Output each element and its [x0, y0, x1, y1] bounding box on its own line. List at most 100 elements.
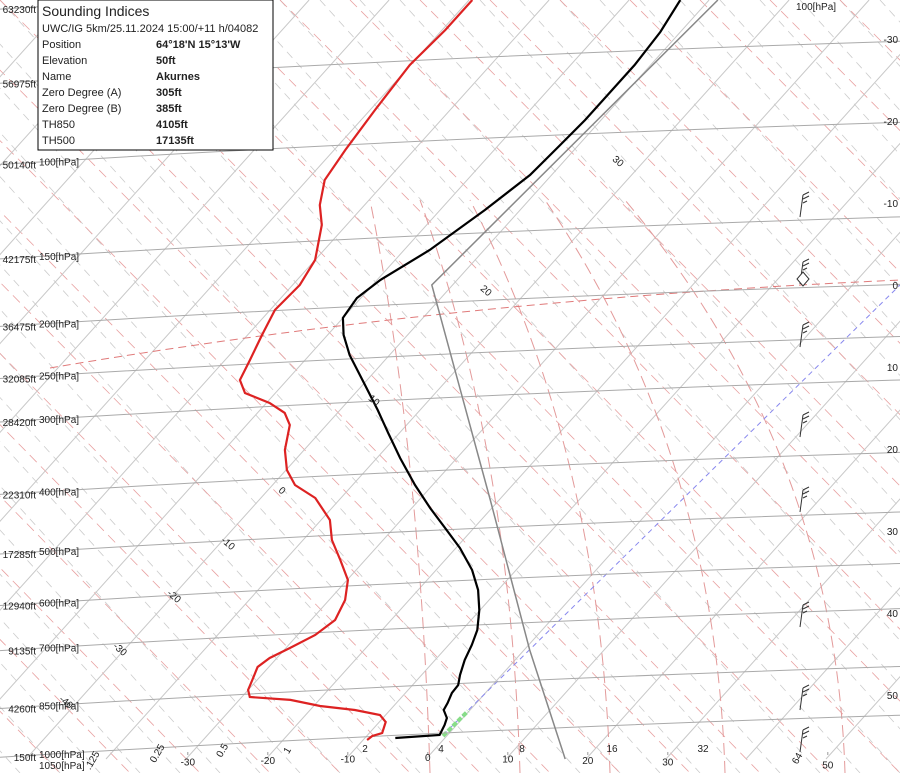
dry-adiabat	[0, 352, 411, 773]
info-value: 4105ft	[156, 119, 188, 131]
pressure-label: 850[hPa]	[39, 701, 79, 712]
dry-adiabat	[0, 567, 201, 773]
pressure-label: 150[hPa]	[39, 252, 79, 263]
altitude-label: 32085ft	[3, 374, 37, 385]
right-label: -10	[884, 199, 899, 210]
isotherm	[745, 587, 900, 760]
info-key: Name	[42, 71, 71, 83]
isobar	[0, 511, 900, 555]
isobar	[0, 714, 900, 758]
mixing-ratio-label: 1	[282, 745, 295, 756]
altitude-label: 17285ft	[3, 550, 37, 561]
isobar	[0, 283, 900, 327]
dashed-guide	[679, 0, 900, 244]
isotherm	[345, 142, 900, 760]
wind-barb	[799, 411, 810, 438]
altitude-label: 42175ft	[3, 255, 37, 266]
dashed-guide	[759, 0, 900, 156]
dry-adiabat	[209, 0, 900, 702]
info-key: TH850	[42, 119, 75, 131]
isotherm	[265, 53, 900, 760]
pressure-label: 100[hPa]	[796, 2, 836, 13]
pressure-label: 400[hPa]	[39, 487, 79, 498]
dry-adiabat	[279, 0, 900, 630]
dashed-guide	[0, 352, 381, 773]
isotherm	[185, 0, 870, 760]
info-value: 50ft	[156, 55, 176, 67]
isotherm	[0, 0, 390, 434]
isotherm	[0, 0, 550, 611]
isobar	[0, 665, 900, 709]
altitude-label: 9135ft	[8, 647, 36, 658]
isotherm	[585, 409, 900, 760]
lcl-line	[442, 284, 900, 736]
x-tick-label: 50	[822, 761, 834, 772]
mixing-ratio-label: 8	[519, 744, 525, 755]
info-box: Sounding Indices UWC/IG 5km/25.11.2024 1…	[37, 0, 274, 151]
info-subtitle: UWC/IG 5km/25.11.2024 15:00/+11 h/04082	[42, 23, 258, 35]
dashed-guide	[279, 0, 900, 686]
station-marker	[796, 271, 810, 287]
wind-barb	[799, 191, 810, 218]
dashed-guide	[519, 0, 900, 421]
dashed-guide	[559, 0, 900, 377]
adiabat-label: 0	[276, 485, 288, 497]
lcl-marker	[441, 709, 470, 738]
dashed-guide	[0, 131, 581, 773]
dry-adiabat	[0, 140, 621, 773]
wind-barb	[799, 321, 810, 348]
profile-line	[341, 0, 682, 740]
isotherm	[0, 0, 630, 700]
isotherm	[425, 231, 900, 760]
moist-adiabat	[544, 199, 726, 773]
dashed-guide	[439, 0, 900, 509]
isobar	[0, 451, 900, 495]
info-title: Sounding Indices	[42, 3, 149, 19]
right-label: -30	[884, 35, 899, 46]
info-value: Akurnes	[156, 71, 200, 83]
altitude-label: 28420ft	[3, 418, 37, 429]
wind-barb	[799, 486, 810, 513]
x-tick-label: 10	[502, 755, 514, 766]
isobar	[0, 563, 900, 607]
altitude-label: 150ft	[14, 753, 36, 764]
profile-line	[238, 0, 474, 741]
x-tick-label: 30	[662, 758, 674, 769]
altitude-label: 36475ft	[3, 322, 37, 333]
altitude-label: 4260ft	[8, 704, 36, 715]
mixing-ratio-label: 4	[438, 744, 444, 755]
pressure-label: 200[hPa]	[39, 319, 79, 330]
dry-adiabat	[0, 69, 691, 773]
dashed-guide	[0, 308, 421, 773]
altitude-label: 12940ft	[3, 602, 37, 613]
dashed-guide	[159, 0, 861, 773]
dashed-guide	[0, 176, 541, 773]
isobar	[0, 121, 900, 165]
mixing-ratio-label: 16	[606, 744, 618, 755]
info-key: Zero Degree (A)	[42, 87, 121, 99]
plot-marks	[238, 0, 719, 760]
wind-barb	[799, 726, 810, 753]
dashed-guide	[719, 0, 900, 200]
dry-adiabat	[419, 0, 900, 487]
dashed-guide	[0, 441, 301, 773]
isotherm	[505, 320, 900, 760]
wind-barb	[799, 684, 810, 711]
pressure-label: 250[hPa]	[39, 371, 79, 382]
info-key: TH500	[42, 135, 75, 147]
isotherm	[105, 0, 790, 760]
info-key: Elevation	[42, 55, 87, 67]
dashed-guide	[0, 617, 141, 773]
right-label: 30	[887, 527, 899, 538]
dry-adiabat	[629, 0, 900, 273]
tropopause-line	[49, 279, 900, 369]
pressure-label: 700[hPa]	[39, 644, 79, 655]
isotherm	[25, 0, 710, 760]
right-label: -20	[884, 117, 899, 128]
pressure-label: 300[hPa]	[39, 415, 79, 426]
info-value: 385ft	[156, 103, 182, 115]
moist-adiabat	[469, 199, 611, 773]
pressure-label: 1000[hPa]	[39, 750, 85, 761]
dry-adiabat	[769, 0, 900, 132]
